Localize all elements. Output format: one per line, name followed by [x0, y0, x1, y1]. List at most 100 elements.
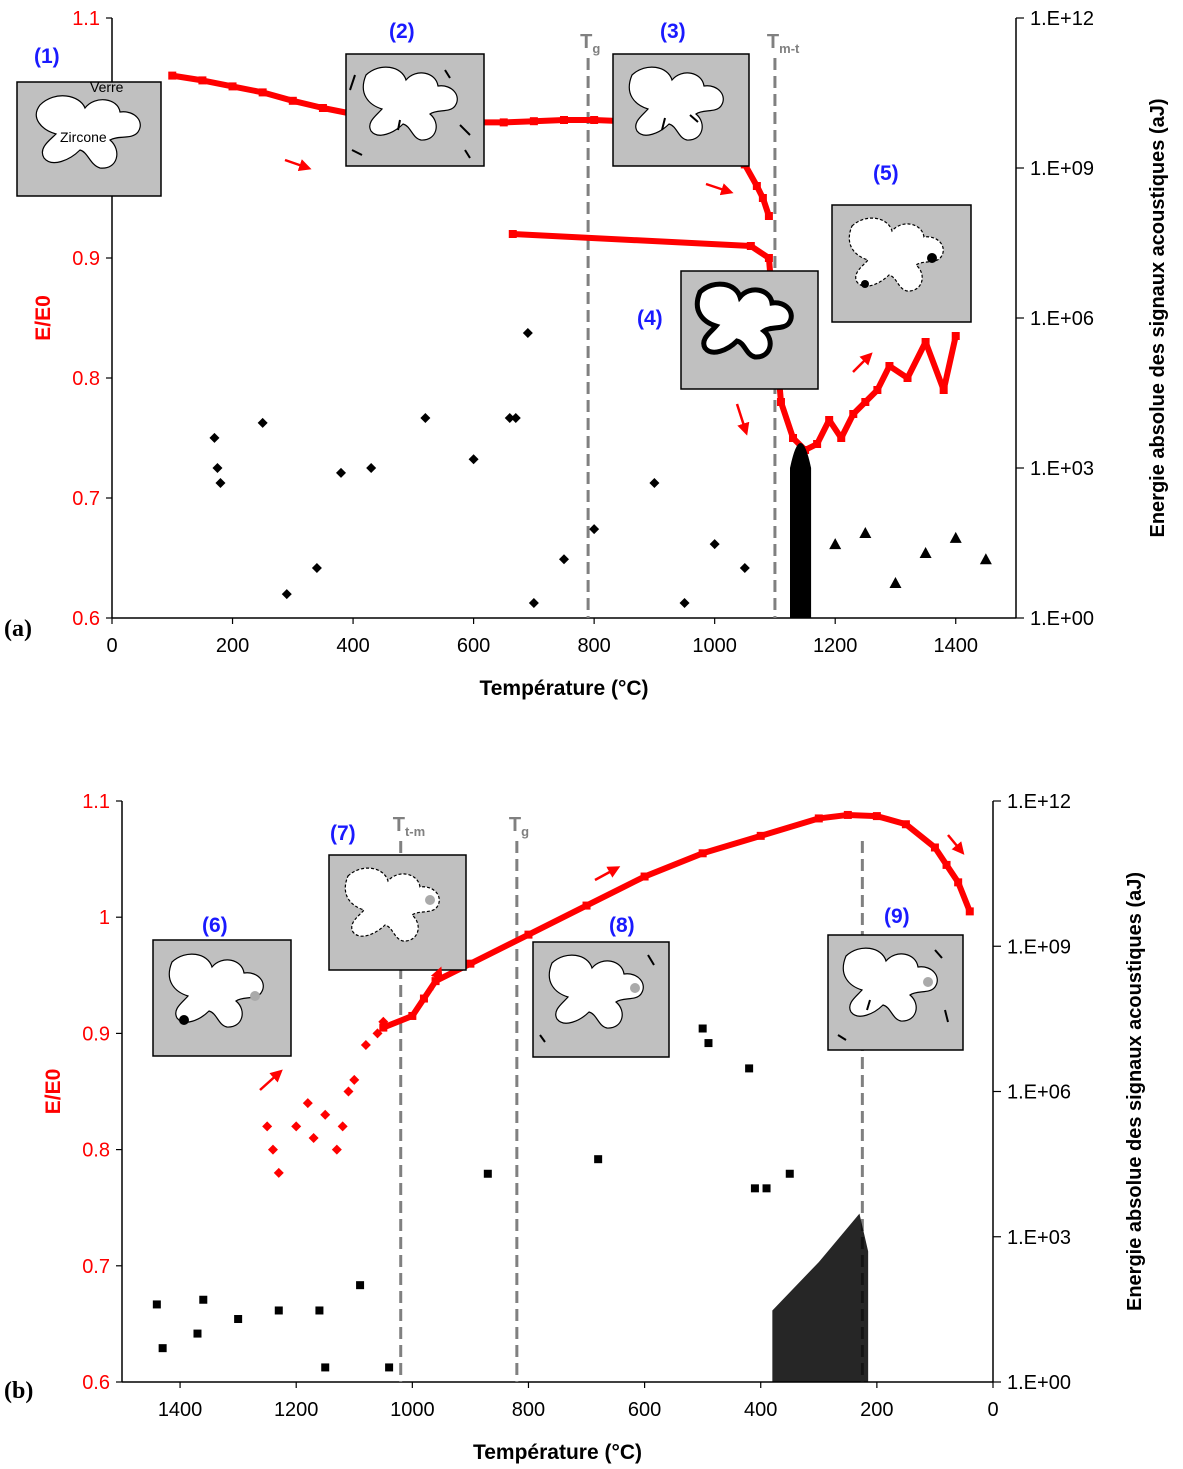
plot-area-a: 02004006008001000120014000.60.70.80.911.…: [32, 8, 1169, 700]
y-right-tick-label: 1.E+12: [1007, 791, 1071, 813]
series-layer-a: [168, 72, 992, 618]
stage-label-4: (4): [637, 307, 663, 330]
acoustic-cluster: [772, 1214, 868, 1382]
y-right-tick-label: 1.E+09: [1007, 936, 1071, 958]
data-point-series-2: [710, 539, 720, 549]
data-point-series-3: [920, 547, 932, 558]
y-right-tick-label: 1.E+03: [1007, 1227, 1071, 1249]
vline-label: Tm-t: [767, 31, 800, 56]
acoustic-cluster: [790, 443, 811, 618]
data-point-series-0: [332, 1145, 342, 1155]
x-tick-label: 1200: [274, 1399, 319, 1421]
inset-stage-1: Verre Zircone: [17, 79, 161, 196]
vline-label: Tg: [509, 814, 529, 839]
data-point-series-2: [209, 433, 219, 443]
y-right-tick-label: 1.E+00: [1030, 608, 1094, 630]
y-left-tick-label: 0.7: [72, 488, 100, 510]
y-left-tick-label: 0.7: [82, 1256, 110, 1278]
stage-label-2: (2): [389, 20, 415, 43]
data-point-series-2: [751, 1184, 759, 1192]
data-point-series-2: [649, 478, 659, 488]
data-point-series-2: [680, 598, 690, 608]
data-point-series-2: [529, 598, 539, 608]
data-point-series-2: [215, 478, 225, 488]
data-point-series-3: [889, 577, 901, 588]
data-point-series-2: [366, 463, 376, 473]
data-point-series-2: [212, 463, 222, 473]
data-point-series-2: [258, 418, 268, 428]
x-tick-label: 600: [457, 635, 490, 657]
inset-stage-3: [613, 54, 749, 166]
data-point-series-2: [523, 328, 533, 338]
data-point-series-2: [763, 1184, 771, 1192]
data-point-series-3: [859, 527, 871, 538]
vline-label-main: T: [580, 31, 592, 53]
vline-label-main: T: [393, 814, 405, 836]
data-point-series-2: [511, 413, 521, 423]
data-point-series-0: [343, 1087, 353, 1097]
vline-label-sub: g: [521, 824, 529, 839]
data-point-series-0: [291, 1121, 301, 1131]
inset-stage-5: [832, 205, 971, 322]
inset-stage-4: [681, 271, 818, 389]
data-point-series-3: [829, 538, 841, 549]
x-axis-title: Température (°C): [473, 1441, 642, 1464]
y-left-tick-label: 1: [99, 907, 110, 929]
data-point-series-0: [349, 1075, 359, 1085]
x-tick-label: 200: [216, 635, 249, 657]
x-tick-label: 800: [577, 635, 610, 657]
data-point-series-3: [980, 553, 992, 564]
chart-panel-a: 02004006008001000120014000.60.70.80.911.…: [4, 8, 1169, 700]
y-right-tick-label: 1.E+12: [1030, 8, 1094, 30]
y-right-axis-title: Energie absolue des signaux acoustiques …: [1124, 872, 1146, 1311]
series-layer-b: [153, 811, 974, 1382]
y-left-tick-label: 1.1: [72, 8, 100, 30]
inset-stage-2: [346, 54, 484, 166]
stage-label-8: (8): [609, 914, 635, 937]
data-point-series-2: [312, 563, 322, 573]
data-point-series-2: [193, 1330, 201, 1338]
data-point-series-0: [268, 1145, 278, 1155]
vline-label-sub: g: [592, 41, 600, 56]
data-point-series-2: [594, 1155, 602, 1163]
y-left-tick-label: 0.9: [72, 248, 100, 270]
inset-stage-6: [153, 940, 291, 1056]
data-point-series-2: [275, 1306, 283, 1314]
x-tick-label: 400: [336, 635, 369, 657]
stage-label-1: (1): [34, 45, 60, 68]
x-tick-label: 1000: [390, 1399, 435, 1421]
data-point-series-0: [262, 1121, 272, 1131]
x-tick-label: 1200: [813, 635, 858, 657]
data-point-series-2: [199, 1296, 207, 1304]
data-point-series-2: [786, 1170, 794, 1178]
data-point-series-2: [740, 563, 750, 573]
stage-label-5: (5): [873, 162, 899, 185]
inset-stage-7: [329, 855, 466, 970]
data-point-series-0: [303, 1098, 313, 1108]
plot-area-b: 1400 1200 1000 800 600 400 200 0 0.6 0.7 0.8 0.9 1 1.…: [42, 791, 1146, 1464]
y-right-tick-label: 1.E+06: [1030, 308, 1094, 330]
y-right-tick-label: 1.E+06: [1007, 1082, 1071, 1104]
data-point-series-2: [356, 1281, 364, 1289]
chart-panel-b: 1400 1200 1000 800 600 400 200 0 0.6 0.7 0.8 0.9 1 1.…: [4, 791, 1146, 1464]
data-point-series-0: [320, 1110, 330, 1120]
data-point-series-2: [336, 468, 346, 478]
vline-label-main: T: [767, 31, 779, 53]
x-tick-label: 1000: [692, 635, 737, 657]
data-point-series-2: [153, 1300, 161, 1308]
vline-label: Tg: [580, 31, 600, 56]
y-right-tick-label: 1.E+09: [1030, 158, 1094, 180]
y-left-tick-label: 0.8: [82, 1140, 110, 1162]
data-point-series-2: [385, 1363, 393, 1371]
x-tick-label: 800: [512, 1399, 545, 1421]
data-point-series-2: [699, 1025, 707, 1033]
data-point-series-2: [159, 1344, 167, 1352]
y-right-axis-title: Energie absolue des signaux acoustiques …: [1147, 98, 1169, 537]
y-left-tick-label: 0.6: [72, 608, 100, 630]
inset-label-verre: Verre: [90, 79, 124, 95]
data-point-series-2: [559, 554, 569, 564]
stage-label-3: (3): [660, 20, 686, 43]
x-tick-label: 1400: [158, 1399, 203, 1421]
data-point-series-2: [745, 1064, 753, 1072]
y-left-tick-label: 0.9: [82, 1023, 110, 1045]
